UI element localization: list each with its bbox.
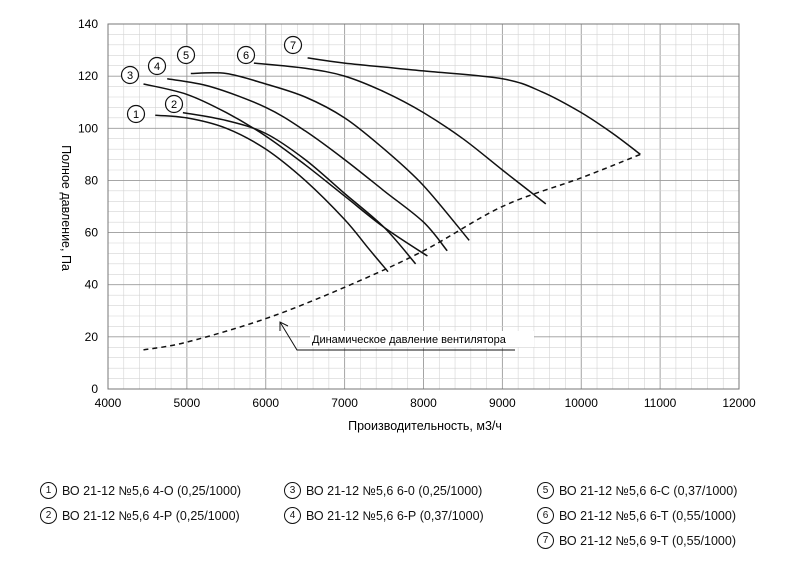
curve-label-circle (236, 45, 256, 65)
y-tick-label: 40 (85, 278, 99, 292)
legend-item-4: 4 ВО 21-12 №5,6 6-Р (0,37/1000) (284, 507, 484, 524)
legend-item-1: 1 ВО 21-12 №5,6 4-О (0,25/1000) (40, 482, 241, 499)
annotation: Динамическое давление вентилятора (279, 321, 534, 351)
curve-label-2: 2 (164, 94, 184, 114)
y-tick-label: 100 (78, 121, 98, 135)
series-curve-5 (190, 72, 470, 241)
x-tick-label: 5000 (174, 396, 201, 410)
legend-item-6: 6 ВО 21-12 №5,6 6-Т (0,55/1000) (537, 507, 736, 524)
curve-label-number: 1 (133, 109, 139, 121)
legend-label: ВО 21-12 №5,6 6-Т (0,55/1000) (559, 508, 736, 523)
curve-label-7: 7 (283, 35, 303, 55)
y-tick-label: 20 (85, 330, 99, 344)
legend-number: 1 (40, 482, 57, 499)
series-curve-1 (155, 114, 389, 273)
curve-label-circle (283, 35, 303, 55)
curve-label-4: 4 (147, 56, 167, 76)
y-tick-label: 80 (85, 173, 99, 187)
series-curve-4 (167, 78, 448, 252)
curve-label-circle (176, 45, 196, 65)
x-tick-label: 11000 (644, 396, 677, 410)
curve-label-5: 5 (176, 45, 196, 65)
series-curve-6 (253, 62, 547, 205)
legend-number: 4 (284, 507, 301, 524)
plot-frame (107, 23, 740, 390)
x-tick-label: 12000 (722, 396, 756, 410)
x-tick-label: 8000 (410, 396, 437, 410)
curve-label-circle (164, 94, 184, 114)
legend-label: ВО 21-12 №5,6 9-Т (0,55/1000) (559, 533, 736, 548)
x-tick-label: 7000 (331, 396, 358, 410)
curves (143, 57, 641, 351)
legend-label: ВО 21-12 №5,6 6-0 (0,25/1000) (306, 483, 483, 498)
curve-label-circle (126, 104, 146, 124)
legend: 1 ВО 21-12 №5,6 4-О (0,25/1000) 2 ВО 21-… (0, 472, 786, 572)
curve-label-number: 5 (183, 50, 189, 62)
chart: 4000 5000 6000 7000 8000 9000 10000 11000 12000 0… (59, 17, 756, 433)
legend-item-2: 2 ВО 21-12 №5,6 4-Р (0,25/1000) (40, 507, 240, 524)
y-tick-label: 120 (78, 69, 98, 83)
curve-label-circle (147, 56, 167, 76)
y-axis-label: Полное давление, Па (59, 145, 73, 271)
legend-label: ВО 21-12 №5,6 6-С (0,37/1000) (559, 483, 738, 498)
legend-number: 7 (537, 532, 554, 549)
legend-number: 5 (537, 482, 554, 499)
annotation-text: Динамическое давление вентилятора (312, 334, 507, 346)
annotation-arrowhead (279, 321, 289, 331)
curve-label-number: 7 (290, 40, 296, 52)
series-curve-3 (143, 83, 428, 257)
legend-item-5: 5 ВО 21-12 №5,6 6-С (0,37/1000) (537, 482, 737, 499)
legend-number: 2 (40, 507, 57, 524)
curve-label-number: 2 (171, 99, 177, 111)
y-tick-label: 0 (91, 382, 98, 396)
legend-item-3: 3 ВО 21-12 №5,6 6-0 (0,25/1000) (284, 482, 482, 499)
annotation-leader (279, 321, 515, 351)
curve-label-number: 4 (154, 61, 160, 73)
x-tick-label: 6000 (252, 396, 279, 410)
x-tick-label: 4000 (95, 396, 122, 410)
curve-label-1: 1 (126, 104, 146, 124)
curve-labels: 1 2 3 4 5 6 7 Динамическое давление вентилятора (120, 35, 534, 351)
curve-label-number: 3 (127, 70, 133, 82)
legend-number: 6 (537, 507, 554, 524)
curve-label-circle (120, 65, 140, 85)
legend-label: ВО 21-12 №5,6 6-Р (0,37/1000) (306, 508, 484, 523)
x-tick-label: 10000 (565, 396, 599, 410)
series-curve-7 (307, 57, 641, 155)
legend-item-7: 7 ВО 21-12 №5,6 9-Т (0,55/1000) (537, 532, 736, 549)
x-tick-label: 9000 (489, 396, 516, 410)
legend-label: ВО 21-12 №5,6 4-Р (0,25/1000) (62, 508, 240, 523)
legend-number: 3 (284, 482, 301, 499)
curve-label-3: 3 (120, 65, 140, 85)
x-axis-label: Производительность, м3/ч (348, 419, 502, 433)
curve-label-6: 6 (236, 45, 256, 65)
series-dynamic-pressure (143, 153, 641, 351)
y-tick-label: 60 (85, 226, 99, 240)
axes: 4000 5000 6000 7000 8000 9000 10000 11000 12000 0… (78, 17, 756, 410)
y-tick-label: 140 (78, 17, 98, 31)
curve-label-number: 6 (243, 50, 249, 62)
legend-label: ВО 21-12 №5,6 4-О (0,25/1000) (62, 483, 242, 498)
grid (107, 23, 740, 390)
annotation-background (310, 331, 534, 347)
